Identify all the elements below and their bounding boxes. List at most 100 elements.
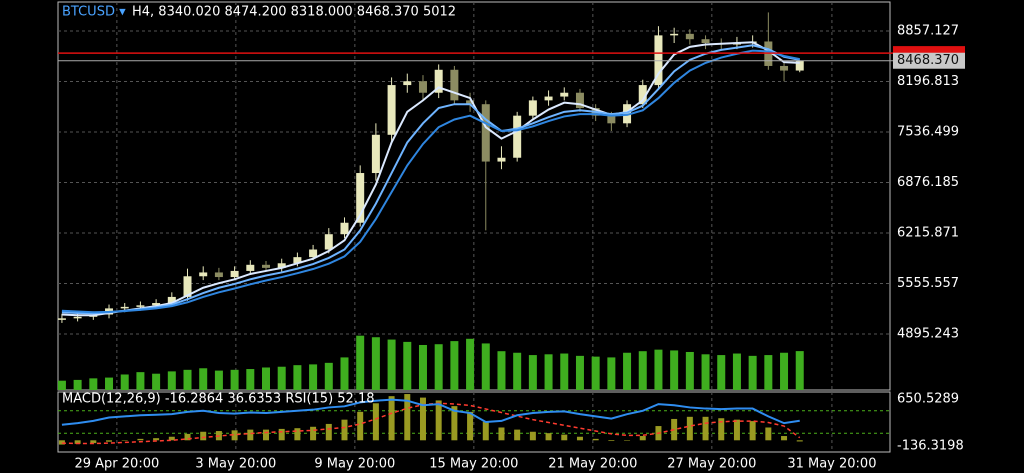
macd-bar [404, 394, 411, 441]
candle-body [214, 272, 223, 278]
symbol[interactable]: BTCUSD ▾ [62, 5, 126, 20]
candle-body [575, 92, 584, 109]
volume-bar [780, 352, 789, 390]
volume-bar [324, 362, 333, 390]
y-tick-label: 8857.127 [897, 23, 959, 38]
volume-bar [262, 367, 270, 390]
volume-bar [418, 344, 427, 390]
candle-body [230, 270, 239, 278]
volume-bar [434, 344, 443, 390]
macd-bar [608, 440, 615, 442]
volume-bar [89, 378, 98, 390]
x-tick-label: 15 May 20:00 [429, 457, 518, 472]
volume-bar [199, 368, 208, 390]
y-tick-label: 6215.871 [897, 225, 959, 240]
macd-bar [247, 429, 254, 441]
candle-body [73, 316, 82, 319]
volume-bar [73, 379, 82, 390]
volume-bar [183, 369, 192, 390]
macd-bar [372, 403, 379, 441]
macd-bar [231, 430, 238, 441]
volume-bar [105, 377, 114, 390]
macd-bar [137, 438, 144, 441]
macd-bar [168, 436, 175, 441]
price-box [893, 52, 965, 69]
candle-body [57, 318, 66, 320]
candle-body [654, 35, 663, 86]
price-label: 8468.370 [897, 53, 959, 68]
macd-bar [121, 440, 128, 441]
candle-body [277, 263, 286, 268]
candle-body [497, 157, 506, 162]
macd-bar [796, 440, 803, 442]
candle-body [466, 100, 475, 105]
x-tick-label: 3 May 20:00 [195, 457, 276, 472]
macd-bar [153, 438, 160, 441]
volume-bar [403, 341, 412, 390]
volume-bar [293, 365, 302, 390]
y-tick-label: 7536.499 [897, 124, 959, 139]
volume-bar [136, 372, 145, 390]
candle-body [309, 249, 318, 258]
x-tick-label: 9 May 20:00 [314, 457, 395, 472]
volume-bar [167, 371, 176, 390]
volume-bar [701, 354, 710, 390]
macd-bar [545, 433, 552, 441]
macd-bar [765, 427, 772, 441]
macd-bar [451, 406, 458, 441]
candle-body [670, 33, 679, 36]
macd-bar [529, 431, 536, 441]
volume-bar [528, 355, 537, 390]
volume-bar [654, 349, 663, 390]
rsi-line [61, 398, 800, 426]
macd-bar [263, 429, 269, 441]
macd-bar [278, 428, 285, 441]
volume-bar [623, 352, 632, 390]
volume-bar [481, 343, 490, 390]
candle-body [403, 81, 412, 86]
macd-bar [781, 436, 788, 441]
volume-bar [120, 374, 129, 390]
volume-bar [214, 370, 223, 390]
candle-body [371, 134, 380, 174]
candle-body [418, 81, 427, 93]
volume-bar [670, 350, 679, 390]
volume-bar [748, 355, 757, 390]
candle-body [340, 222, 349, 235]
macd-bar [702, 416, 709, 441]
moving-average [61, 44, 800, 315]
volume-bar [764, 355, 773, 390]
sub-y-tick-label: 650.5289 [897, 392, 959, 407]
macd-bar [624, 440, 631, 441]
volume-bar [356, 335, 365, 390]
candle-body [780, 65, 789, 71]
macd-bar [639, 436, 646, 441]
macd-bar [419, 397, 426, 441]
macd-bar [58, 440, 65, 445]
candle-body [528, 100, 537, 116]
volume-bar [685, 351, 694, 390]
macd-bar [514, 429, 521, 441]
candle-body [183, 276, 192, 297]
candle-body [513, 115, 522, 158]
macd-bar [498, 427, 505, 441]
candle-body [293, 257, 302, 264]
candle-body [324, 234, 333, 250]
macd-bar [90, 440, 97, 444]
sub-y-tick-label: -136.3198 [897, 439, 964, 454]
y-tick-label: 4895.243 [897, 326, 959, 341]
candle-body [136, 305, 145, 307]
macd-bar [388, 396, 395, 441]
macd-bar [718, 418, 725, 441]
volume-bar [277, 366, 286, 390]
candle-body [152, 303, 161, 306]
macd-bar [749, 421, 756, 441]
indicator-label: MACD(12,26,9) -16.2864 36.6353 RSI(15) 5… [62, 392, 375, 407]
candle-body [356, 173, 365, 223]
macd-bar [200, 431, 207, 441]
candle-body [199, 272, 208, 277]
info: H4, 8340.020 8474.200 8318.000 8468.370 … [132, 5, 456, 20]
bid-marker [893, 46, 965, 57]
volume-bar [732, 353, 741, 390]
